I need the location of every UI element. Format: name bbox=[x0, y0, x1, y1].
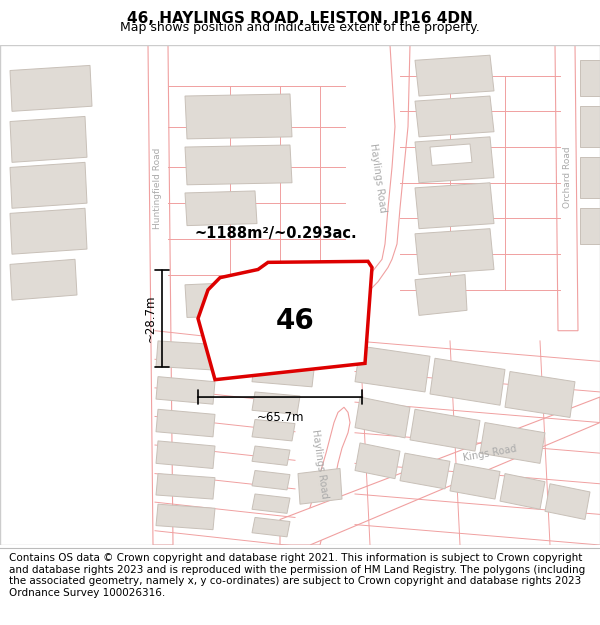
Text: Haylings Road: Haylings Road bbox=[310, 428, 330, 499]
Polygon shape bbox=[156, 409, 215, 437]
Polygon shape bbox=[10, 116, 87, 162]
Polygon shape bbox=[415, 274, 467, 316]
Polygon shape bbox=[185, 191, 257, 226]
Polygon shape bbox=[450, 463, 500, 499]
Text: Contains OS data © Crown copyright and database right 2021. This information is : Contains OS data © Crown copyright and d… bbox=[9, 553, 585, 598]
Polygon shape bbox=[580, 60, 600, 96]
Polygon shape bbox=[10, 259, 77, 300]
Text: Huntingfield Road: Huntingfield Road bbox=[152, 147, 161, 229]
Polygon shape bbox=[10, 208, 87, 254]
Polygon shape bbox=[10, 162, 87, 208]
Polygon shape bbox=[580, 158, 600, 198]
Text: 46, HAYLINGS ROAD, LEISTON, IP16 4DN: 46, HAYLINGS ROAD, LEISTON, IP16 4DN bbox=[127, 11, 473, 26]
Text: 46: 46 bbox=[275, 306, 314, 334]
Polygon shape bbox=[410, 409, 480, 451]
Polygon shape bbox=[252, 392, 300, 414]
Polygon shape bbox=[156, 377, 215, 404]
Polygon shape bbox=[355, 346, 430, 392]
Polygon shape bbox=[430, 144, 472, 166]
Polygon shape bbox=[252, 419, 295, 441]
Polygon shape bbox=[545, 484, 590, 519]
Polygon shape bbox=[252, 446, 290, 466]
Polygon shape bbox=[295, 408, 350, 545]
Polygon shape bbox=[415, 96, 494, 137]
Polygon shape bbox=[500, 474, 545, 509]
Polygon shape bbox=[355, 443, 400, 479]
Polygon shape bbox=[280, 397, 600, 545]
Polygon shape bbox=[156, 504, 215, 530]
Polygon shape bbox=[430, 358, 505, 405]
Polygon shape bbox=[415, 137, 494, 182]
Text: Haylings Road: Haylings Road bbox=[368, 142, 388, 213]
Polygon shape bbox=[580, 106, 600, 147]
Text: Map shows position and indicative extent of the property.: Map shows position and indicative extent… bbox=[120, 21, 480, 34]
Polygon shape bbox=[198, 261, 372, 380]
Polygon shape bbox=[148, 45, 173, 545]
Text: Orchard Road: Orchard Road bbox=[563, 147, 571, 209]
Polygon shape bbox=[415, 229, 494, 274]
Polygon shape bbox=[252, 471, 290, 490]
Polygon shape bbox=[505, 371, 575, 418]
Polygon shape bbox=[156, 441, 215, 469]
Polygon shape bbox=[156, 341, 240, 371]
Polygon shape bbox=[298, 469, 342, 504]
Text: Kings Road: Kings Road bbox=[463, 444, 518, 462]
Polygon shape bbox=[252, 494, 290, 513]
Polygon shape bbox=[555, 45, 578, 331]
Polygon shape bbox=[252, 518, 290, 537]
Polygon shape bbox=[156, 474, 215, 499]
Text: ~28.7m: ~28.7m bbox=[144, 295, 157, 343]
Polygon shape bbox=[480, 422, 545, 463]
Text: ~65.7m: ~65.7m bbox=[256, 411, 304, 424]
Polygon shape bbox=[415, 55, 494, 96]
Polygon shape bbox=[580, 208, 600, 244]
Polygon shape bbox=[346, 45, 410, 310]
Polygon shape bbox=[10, 66, 92, 111]
Polygon shape bbox=[185, 145, 292, 185]
Polygon shape bbox=[415, 182, 494, 229]
Polygon shape bbox=[400, 453, 450, 489]
Polygon shape bbox=[185, 282, 257, 318]
Polygon shape bbox=[185, 94, 292, 139]
Polygon shape bbox=[355, 397, 410, 438]
Polygon shape bbox=[252, 356, 315, 387]
Text: ~1188m²/~0.293ac.: ~1188m²/~0.293ac. bbox=[195, 226, 358, 241]
